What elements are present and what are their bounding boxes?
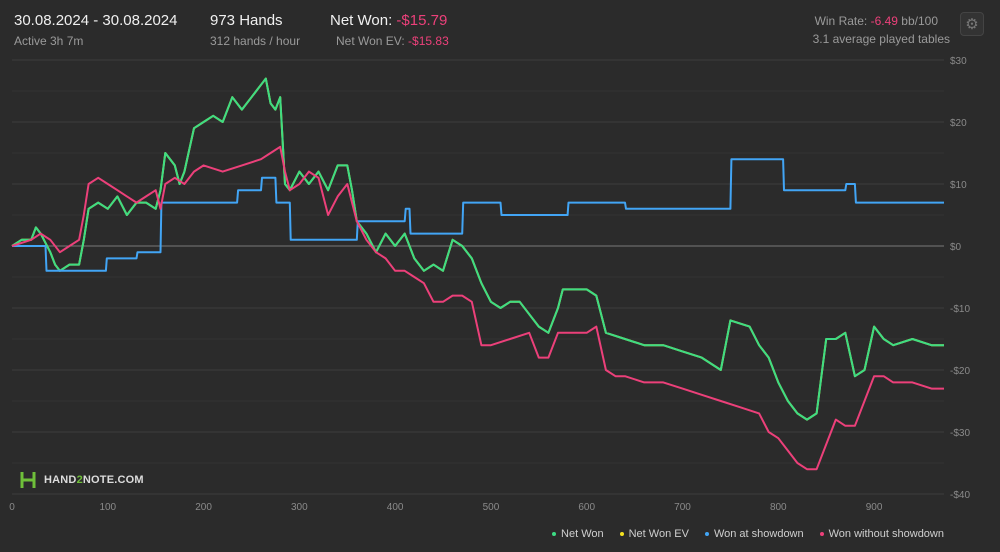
legend-dot-icon [704, 532, 709, 536]
net-won-ev-value: -$15.83 [408, 34, 449, 48]
y-tick-label: $30 [950, 56, 967, 67]
x-tick-label: 800 [770, 502, 787, 513]
y-tick-label: $0 [950, 242, 962, 253]
x-tick-label: 700 [674, 502, 691, 513]
win-rate-value: -6.49 [870, 14, 898, 28]
summary-header: 30.08.2024 - 30.08.2024 Active 3h 7m 973… [0, 0, 1000, 56]
x-ticks: 0 100 200 300 400 500 600 700 800 900 [9, 502, 883, 513]
win-rate-unit: bb/100 [901, 14, 938, 28]
legend-item-won-without-showdown[interactable]: Won without showdown [819, 528, 944, 540]
legend-label: Won without showdown [828, 528, 944, 540]
legend-dot-icon [819, 532, 824, 536]
legend-item-won-at-showdown[interactable]: Won at showdown [704, 528, 804, 540]
series-line-net-won [11, 77, 944, 421]
chart-grid [12, 59, 944, 495]
legend-label: Net Won [561, 528, 604, 540]
legend-item-net-won-ev[interactable]: Net Won EV [619, 528, 689, 540]
gear-icon[interactable]: ⚙ [960, 12, 984, 36]
net-won-ev-label: Net Won EV: [336, 34, 405, 48]
y-tick-label: -$10 [950, 304, 970, 315]
win-rate: Win Rate: -6.49 bb/100 [815, 14, 938, 28]
x-tick-label: 900 [866, 502, 883, 513]
y-tick-label: -$40 [950, 490, 970, 501]
series-line-won-at-showdown [12, 158, 944, 272]
net-won-label: Net Won: [330, 12, 393, 29]
series-line-won-without-showdown [11, 145, 944, 471]
chart-lines [11, 77, 944, 471]
x-tick-label: 0 [9, 502, 15, 513]
chart-legend: Net Won Net Won EV Won at showdown Won with… [552, 528, 944, 540]
logo-mark-icon [20, 472, 36, 488]
y-ticks: $30 $20 $10 $0 -$10 -$20 -$30 -$40 [950, 56, 970, 501]
x-tick-label: 200 [195, 502, 212, 513]
hands-per-hour: 312 hands / hour [210, 34, 301, 48]
legend-label: Won at showdown [713, 528, 804, 540]
y-tick-label: $10 [950, 180, 967, 191]
y-tick-label: -$30 [950, 428, 970, 439]
legend-item-net-won[interactable]: Net Won [552, 528, 604, 540]
active-time: Active 3h 7m [14, 34, 84, 48]
legend-dot-icon [619, 532, 624, 536]
x-tick-label: 600 [578, 502, 595, 513]
average-tables: 3.1 average played tables [812, 32, 950, 46]
x-tick-label: 400 [387, 502, 404, 513]
legend-dot-icon [552, 532, 557, 536]
win-rate-label: Win Rate: [814, 14, 868, 28]
x-tick-label: 300 [291, 502, 308, 513]
date-range: 30.08.2024 - 30.08.2024 [14, 12, 178, 29]
logo-text: HAND2NOTE.COM [44, 474, 144, 486]
legend-label: Net Won EV [628, 528, 689, 540]
y-tick-label: $20 [950, 118, 967, 129]
x-tick-label: 100 [99, 502, 116, 513]
net-won-ev: Net Won EV: -$15.83 [336, 34, 449, 48]
series-line-net-won-ev [11, 77, 944, 421]
hands-count: 973 Hands [210, 12, 283, 29]
x-tick-label: 500 [483, 502, 500, 513]
net-won-value: -$15.79 [396, 12, 448, 29]
y-tick-label: -$20 [950, 366, 970, 377]
hand2note-logo: HAND2NOTE.COM [20, 470, 144, 490]
net-won: Net Won: -$15.79 [330, 12, 447, 29]
